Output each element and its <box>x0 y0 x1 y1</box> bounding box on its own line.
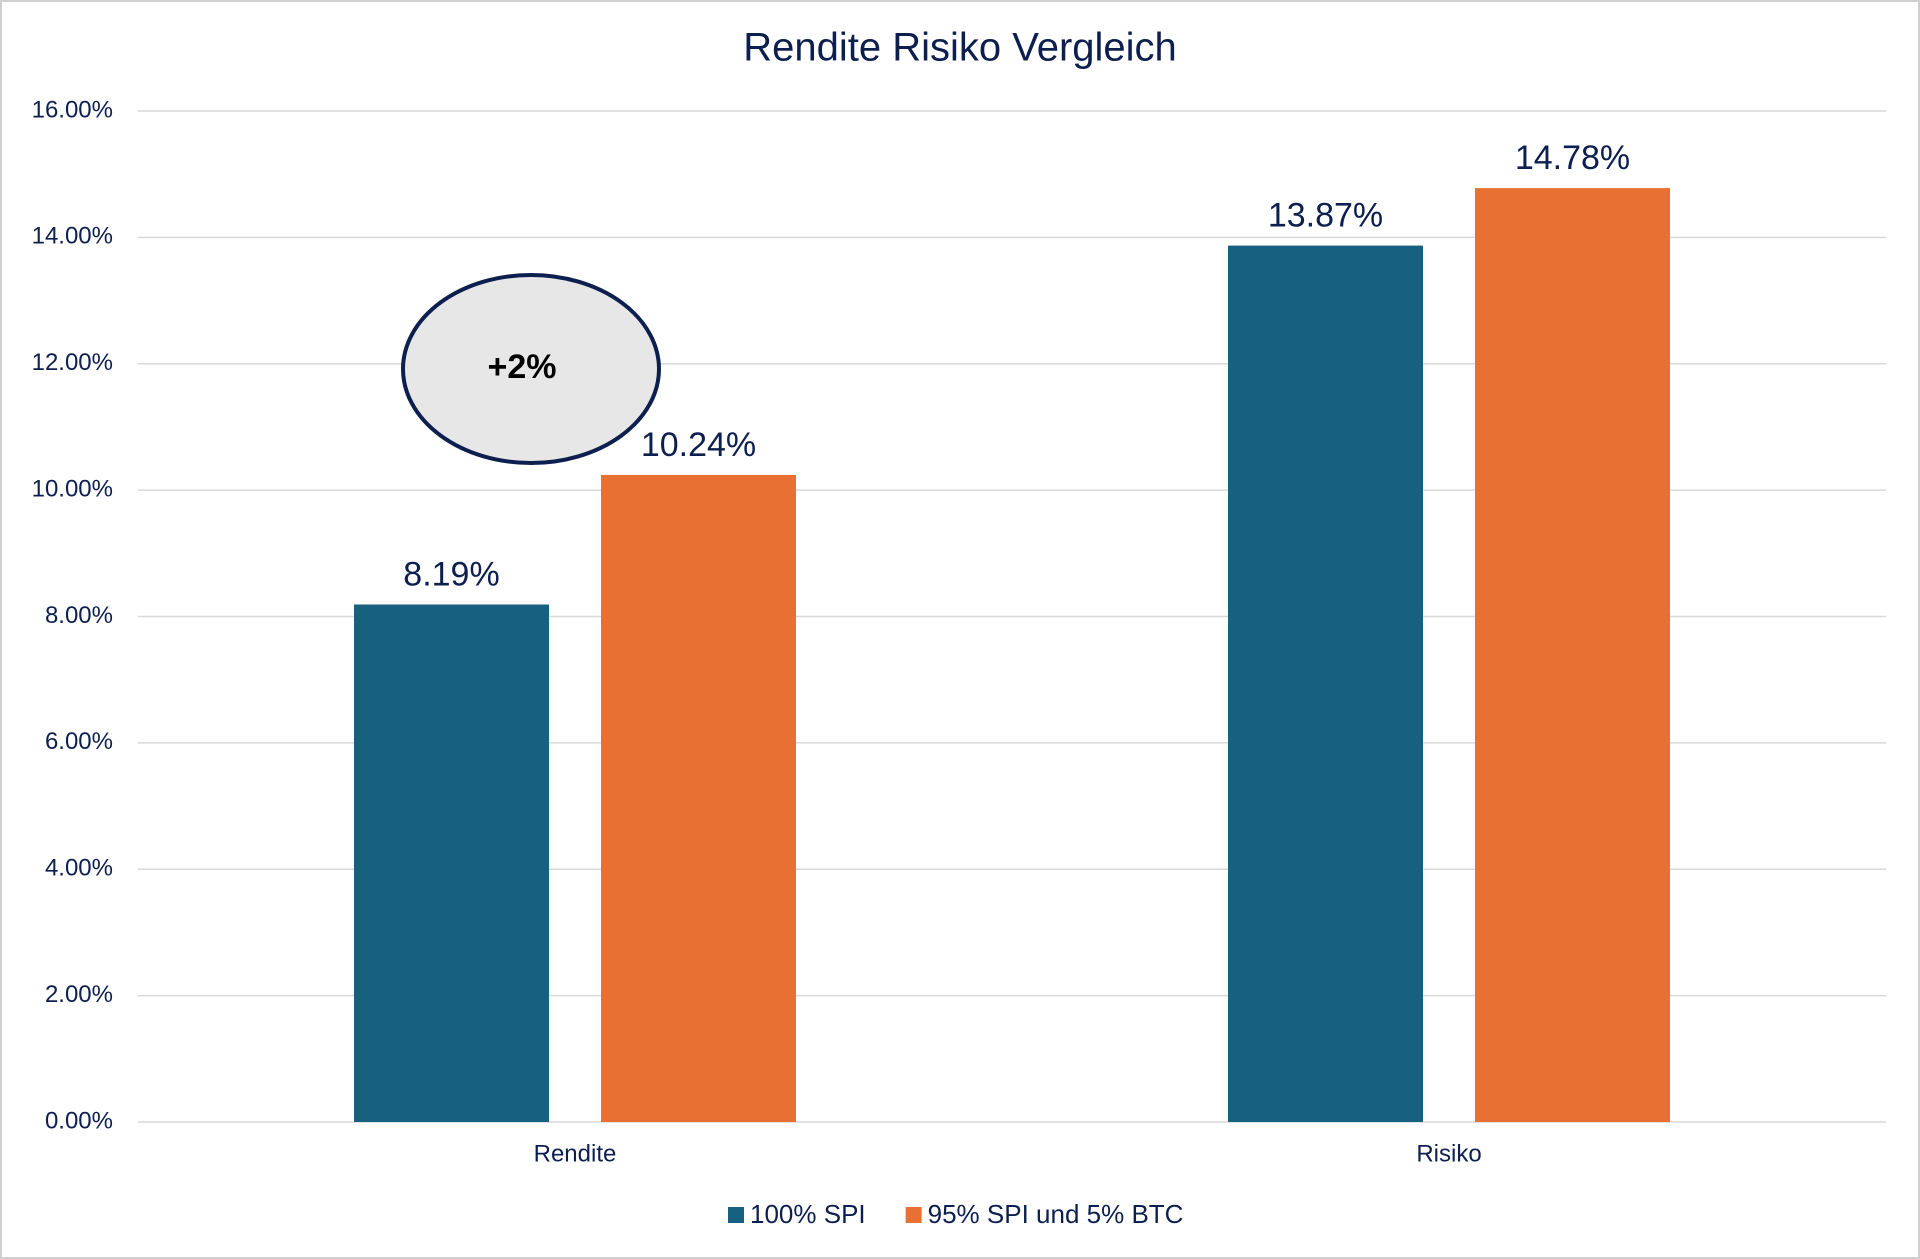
bar <box>601 474 796 1123</box>
y-tick-label: 10.00% <box>32 475 113 502</box>
bar <box>1475 188 1670 1122</box>
annotation: +2% <box>488 348 557 386</box>
annotation-ellipse <box>401 273 661 465</box>
legend-label: 100% SPI <box>750 1199 866 1229</box>
y-tick-label: 2.00% <box>45 981 113 1008</box>
y-tick-label: 4.00% <box>45 855 113 882</box>
legend-swatch <box>905 1207 922 1223</box>
bar <box>354 604 549 1122</box>
y-tick-label: 12.00% <box>32 349 113 376</box>
chart-title: Rendite Risiko Vergleich <box>743 26 1177 70</box>
y-tick-label: 8.00% <box>45 602 113 629</box>
y-tick-label: 16.00% <box>32 96 113 123</box>
data-label: 13.87% <box>1268 197 1383 235</box>
y-tick-label: 0.00% <box>45 1107 113 1134</box>
y-tick-label: 6.00% <box>45 728 113 755</box>
x-tick-label: Rendite <box>534 1140 617 1167</box>
legend-label: 95% SPI und 5% BTC <box>928 1199 1184 1229</box>
y-tick-label: 14.00% <box>32 223 113 250</box>
data-label: 8.19% <box>403 555 499 593</box>
bar <box>1228 245 1423 1123</box>
x-tick-label: Risiko <box>1416 1140 1481 1167</box>
data-label: 14.78% <box>1515 139 1630 177</box>
legend-swatch <box>728 1207 744 1223</box>
data-label: 10.24% <box>641 426 756 464</box>
